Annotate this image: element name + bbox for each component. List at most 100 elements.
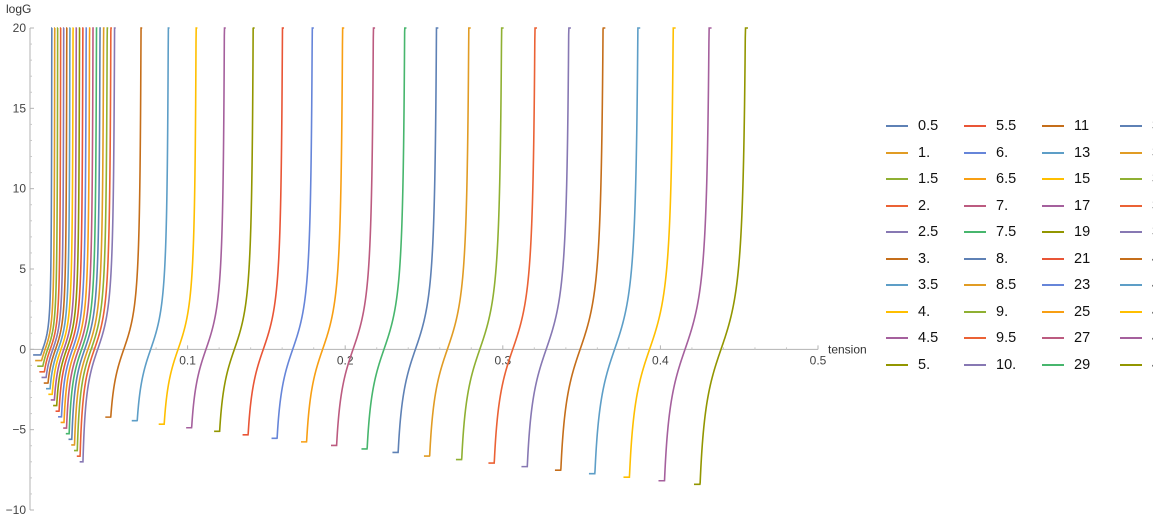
legend-item: 4.: [886, 299, 964, 326]
legend-label: 7.5: [996, 224, 1017, 241]
legend-item: 5.: [886, 352, 964, 379]
legend-label: 3.5: [918, 277, 939, 294]
y-tick-label: 0: [19, 342, 26, 356]
legend-swatch: [1120, 310, 1142, 313]
legend-label: 1.5: [918, 171, 939, 188]
series-line: [623, 27, 676, 479]
y-tick-label: 20: [13, 21, 27, 35]
y-tick-label: −10: [6, 503, 27, 517]
series-line: [330, 27, 376, 447]
series-line: [521, 27, 571, 468]
legend-swatch: [964, 178, 986, 181]
legend-item: 1.5: [886, 166, 964, 193]
legend-item: 8.5: [964, 272, 1042, 299]
legend-label: 2.5: [918, 224, 939, 241]
legend-swatch: [886, 284, 908, 287]
legend-label: 3.: [918, 250, 931, 267]
legend-swatch: [964, 204, 986, 207]
legend-swatch: [1042, 257, 1064, 260]
y-axis-label: logG: [6, 2, 31, 16]
legend-label: 19: [1074, 224, 1091, 241]
legend-label: 17: [1074, 197, 1091, 214]
legend-swatch: [886, 310, 908, 313]
legend-item: 2.: [886, 193, 964, 220]
legend-item: 43: [1120, 272, 1153, 299]
series-line: [53, 27, 81, 407]
legend-item: 9.5: [964, 325, 1042, 352]
series-line: [658, 27, 712, 482]
legend-swatch: [964, 337, 986, 340]
legend-swatch: [1042, 284, 1064, 287]
x-tick-label: 0.5: [810, 353, 827, 367]
legend-item: 8.: [964, 246, 1042, 273]
legend-item: 7.: [964, 193, 1042, 220]
legend-item: 6.5: [964, 166, 1042, 193]
series-line: [39, 27, 62, 373]
series-line: [242, 27, 284, 436]
series-line: [50, 27, 78, 401]
legend-label: 5.: [918, 356, 931, 373]
legend-item: 17: [1042, 193, 1120, 220]
legend-swatch: [964, 284, 986, 287]
legend-swatch: [1120, 337, 1142, 340]
legend-item: 19: [1042, 219, 1120, 246]
legend-item: 25: [1042, 299, 1120, 326]
legend-item: 33: [1120, 140, 1153, 167]
series-line: [37, 27, 59, 367]
series-line: [73, 27, 109, 452]
legend-label: 29: [1074, 356, 1091, 373]
legend-swatch: [1042, 310, 1064, 313]
legend-label: 8.: [996, 250, 1009, 267]
legend-item: 47: [1120, 325, 1153, 352]
series-line: [301, 27, 345, 443]
legend-item: 27: [1042, 325, 1120, 352]
legend-swatch: [1120, 204, 1142, 207]
legend-item: 2.5: [886, 219, 964, 246]
series-line: [588, 27, 641, 475]
series-line: [554, 27, 606, 471]
legend-item: 6.: [964, 140, 1042, 167]
x-tick-label: 0.2: [337, 353, 354, 367]
legend-swatch: [1120, 231, 1142, 234]
legend-swatch: [1120, 284, 1142, 287]
legend-swatch: [964, 125, 986, 128]
legend-swatch: [1042, 204, 1064, 207]
series-line: [68, 27, 101, 441]
legend-swatch: [886, 231, 908, 234]
legend-swatch: [964, 310, 986, 313]
legend-swatch: [886, 337, 908, 340]
legend-label: 4.5: [918, 330, 939, 347]
legend-label: 13: [1074, 144, 1091, 161]
legend-item: 4.5: [886, 325, 964, 352]
legend-item: 13: [1042, 140, 1120, 167]
series-line: [48, 27, 74, 396]
legend-swatch: [964, 231, 986, 234]
legend-label: 4.: [918, 303, 931, 320]
series-line: [158, 27, 198, 425]
legend-item: 23: [1042, 272, 1120, 299]
legend-label: 15: [1074, 171, 1091, 188]
series-line: [43, 27, 68, 384]
legend-item: 0.5: [886, 113, 964, 140]
series-line: [423, 27, 471, 457]
legend-label: 1.: [918, 144, 931, 161]
legend-item: 10.: [964, 352, 1042, 379]
legend-item: 39: [1120, 219, 1153, 246]
legend-item: 49: [1120, 352, 1153, 379]
series-line: [55, 27, 84, 412]
legend-item: 1.: [886, 140, 964, 167]
series-line: [63, 27, 94, 429]
y-tick-label: 5: [19, 262, 26, 276]
legend-item: 11: [1042, 113, 1120, 140]
legend-swatch: [1042, 151, 1064, 154]
series-line: [41, 27, 65, 379]
series-line: [214, 27, 255, 433]
series-line: [392, 27, 439, 454]
legend-label: 6.5: [996, 171, 1017, 188]
series-line: [35, 27, 56, 362]
legend-item: 35: [1120, 166, 1153, 193]
series-line: [488, 27, 538, 464]
legend-swatch: [1042, 363, 1064, 366]
series-line: [58, 27, 88, 418]
